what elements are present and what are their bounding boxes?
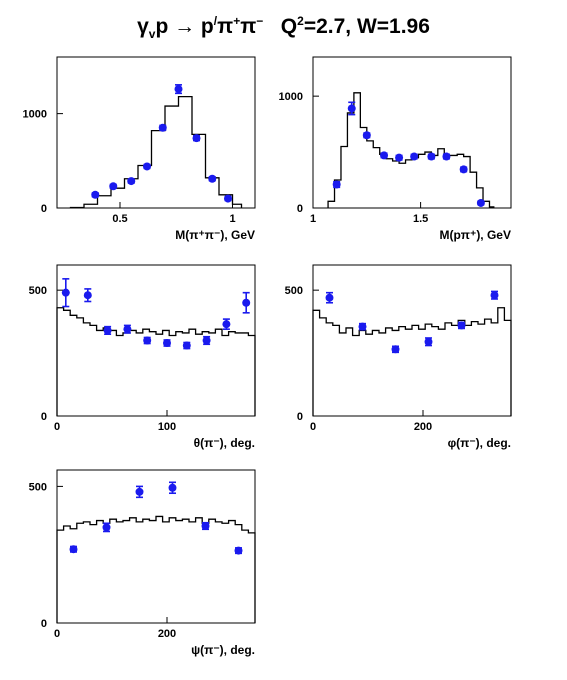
x-axis-label: φ(π⁻), deg.: [448, 436, 511, 450]
data-point: [168, 483, 177, 492]
data-point: [362, 131, 371, 140]
x-axis-label: M(π⁺π⁻), GeV: [175, 228, 255, 242]
data-point: [410, 152, 419, 161]
x-tick-label: 1.5: [413, 213, 428, 225]
data-point: [143, 162, 151, 171]
x-tick-label: 100: [158, 421, 176, 433]
data-point: [332, 180, 341, 189]
data-point: [102, 523, 111, 532]
panel-4: 0 200 0 500 φ(π⁻), deg.: [285, 264, 512, 450]
x-tick-label: 0: [54, 628, 60, 640]
y-tick-label: 1000: [23, 109, 47, 121]
data-point: [222, 320, 231, 329]
panel-5: 0 200 0 500 ψ(π⁻), deg.: [29, 469, 256, 657]
data-point: [163, 339, 171, 348]
panel-3: 0 100 0 500 θ(π⁻), deg.: [29, 264, 256, 450]
panel-1: 0.5 1 0 1000 M(π⁺π⁻), GeV: [23, 56, 256, 242]
plot-frame: [312, 56, 512, 209]
data-point: [459, 165, 468, 174]
data-point: [380, 151, 389, 160]
data-point: [143, 336, 152, 345]
data-point: [347, 104, 356, 113]
data-point: [192, 134, 201, 143]
data-point: [158, 123, 167, 132]
plot-frame: [56, 264, 256, 417]
data-point: [174, 85, 183, 94]
data-point: [242, 298, 251, 307]
data-point: [69, 545, 78, 554]
x-axis-label: M(pπ⁺), GeV: [439, 228, 511, 242]
data-point: [91, 190, 100, 199]
x-tick-label: 0: [310, 421, 316, 433]
data-point: [391, 345, 400, 354]
y-tick-label: 0: [41, 203, 47, 215]
y-tick-label: 500: [29, 285, 47, 297]
data-point: [424, 337, 433, 346]
data-point: [208, 174, 217, 183]
plot-frame: [312, 264, 512, 417]
data-point: [224, 194, 232, 203]
x-tick-label: 0.5: [112, 213, 127, 225]
data-point: [109, 182, 118, 191]
y-tick-label: 0: [41, 618, 47, 630]
mc-histogram: [312, 307, 512, 416]
data-point: [127, 177, 136, 186]
mc-histogram: [56, 307, 256, 416]
mc-histogram: [69, 95, 243, 209]
data-point: [202, 336, 211, 345]
data-point: [135, 487, 144, 496]
data-point: [103, 326, 112, 335]
data-point: [83, 291, 92, 300]
x-tick-label: 0: [54, 421, 60, 433]
data-point: [395, 153, 404, 162]
x-axis-label: θ(π⁻), deg.: [194, 436, 255, 450]
mc-histogram: [56, 515, 256, 623]
x-tick-label: 1: [229, 213, 235, 225]
data-point: [201, 522, 210, 531]
y-tick-label: 1000: [279, 91, 303, 103]
x-tick-label: 1: [310, 213, 316, 225]
panel-2: 1 1.5 0 1000 M(pπ⁺), GeV: [279, 56, 512, 242]
y-tick-label: 0: [297, 203, 303, 215]
plot-frame: [56, 469, 256, 624]
data-point: [234, 546, 243, 555]
data-point: [457, 321, 466, 330]
data-point: [358, 322, 367, 331]
data-point: [442, 152, 451, 161]
x-axis-label: ψ(π⁻), deg.: [191, 643, 255, 657]
data-point: [490, 291, 499, 300]
data-point: [182, 341, 191, 350]
data-point: [476, 198, 485, 207]
data-point: [427, 152, 436, 161]
x-tick-label: 200: [158, 628, 176, 640]
data-point: [123, 325, 132, 334]
data-point: [325, 293, 334, 302]
figure-title: γvp → p/π+π− Q2=2.7, W=1.96: [137, 14, 430, 42]
data-point: [61, 288, 70, 297]
y-tick-label: 0: [297, 411, 303, 423]
y-tick-label: 500: [285, 285, 303, 297]
y-tick-label: 0: [41, 411, 47, 423]
plot-frame: [56, 56, 256, 209]
x-tick-label: 200: [414, 421, 432, 433]
y-tick-label: 500: [29, 481, 47, 493]
